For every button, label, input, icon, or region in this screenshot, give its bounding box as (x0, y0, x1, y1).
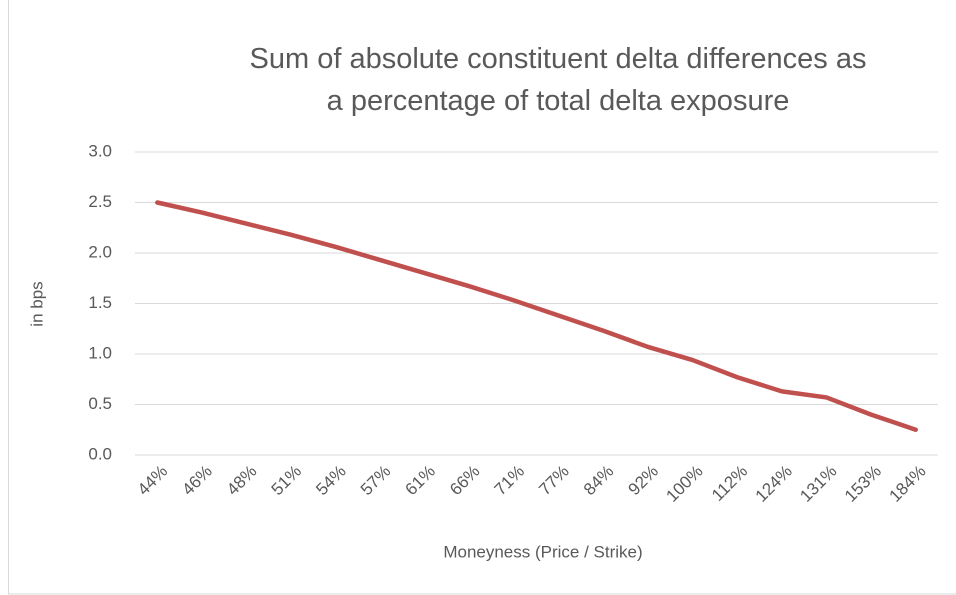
x-tick-label: 48% (223, 462, 260, 499)
x-tick-label: 44% (134, 462, 171, 499)
x-tick-label: 131% (796, 462, 840, 506)
y-tick-label: 2.0 (88, 242, 112, 261)
x-tick-label: 54% (312, 462, 349, 499)
chart-border (8, 0, 956, 595)
y-tick-label: 2.5 (88, 192, 112, 211)
y-tick-label: 0.5 (88, 394, 112, 413)
x-tick-label: 153% (841, 462, 885, 506)
line-series (155, 200, 918, 432)
y-tick-label: 3.0 (88, 141, 112, 160)
y-tick-label: 0.0 (88, 444, 112, 463)
x-tick-label: 51% (268, 462, 305, 499)
x-axis-label: Moneyness (Price / Strike) (443, 542, 642, 561)
x-tick-label: 100% (662, 462, 706, 506)
chart-title: Sum of absolute constituent delta differ… (249, 43, 867, 117)
y-axis-label: in bps (27, 281, 46, 326)
x-tick-label: 71% (491, 462, 528, 499)
x-tick-label: 124% (752, 462, 796, 506)
y-tick-label: 1.5 (88, 293, 112, 312)
x-tick-label: 57% (357, 462, 394, 499)
y-tick-label: 1.0 (88, 343, 112, 362)
x-tick-label: 66% (446, 462, 483, 499)
x-tick-label: 77% (535, 462, 572, 499)
x-tick-label: 184% (886, 462, 930, 506)
x-tick-label: 92% (625, 462, 662, 499)
x-tick-label: 46% (178, 462, 215, 499)
x-tick-label: 112% (708, 462, 751, 505)
x-tick-label: 84% (580, 462, 617, 499)
x-tick-label: 61% (401, 462, 438, 499)
